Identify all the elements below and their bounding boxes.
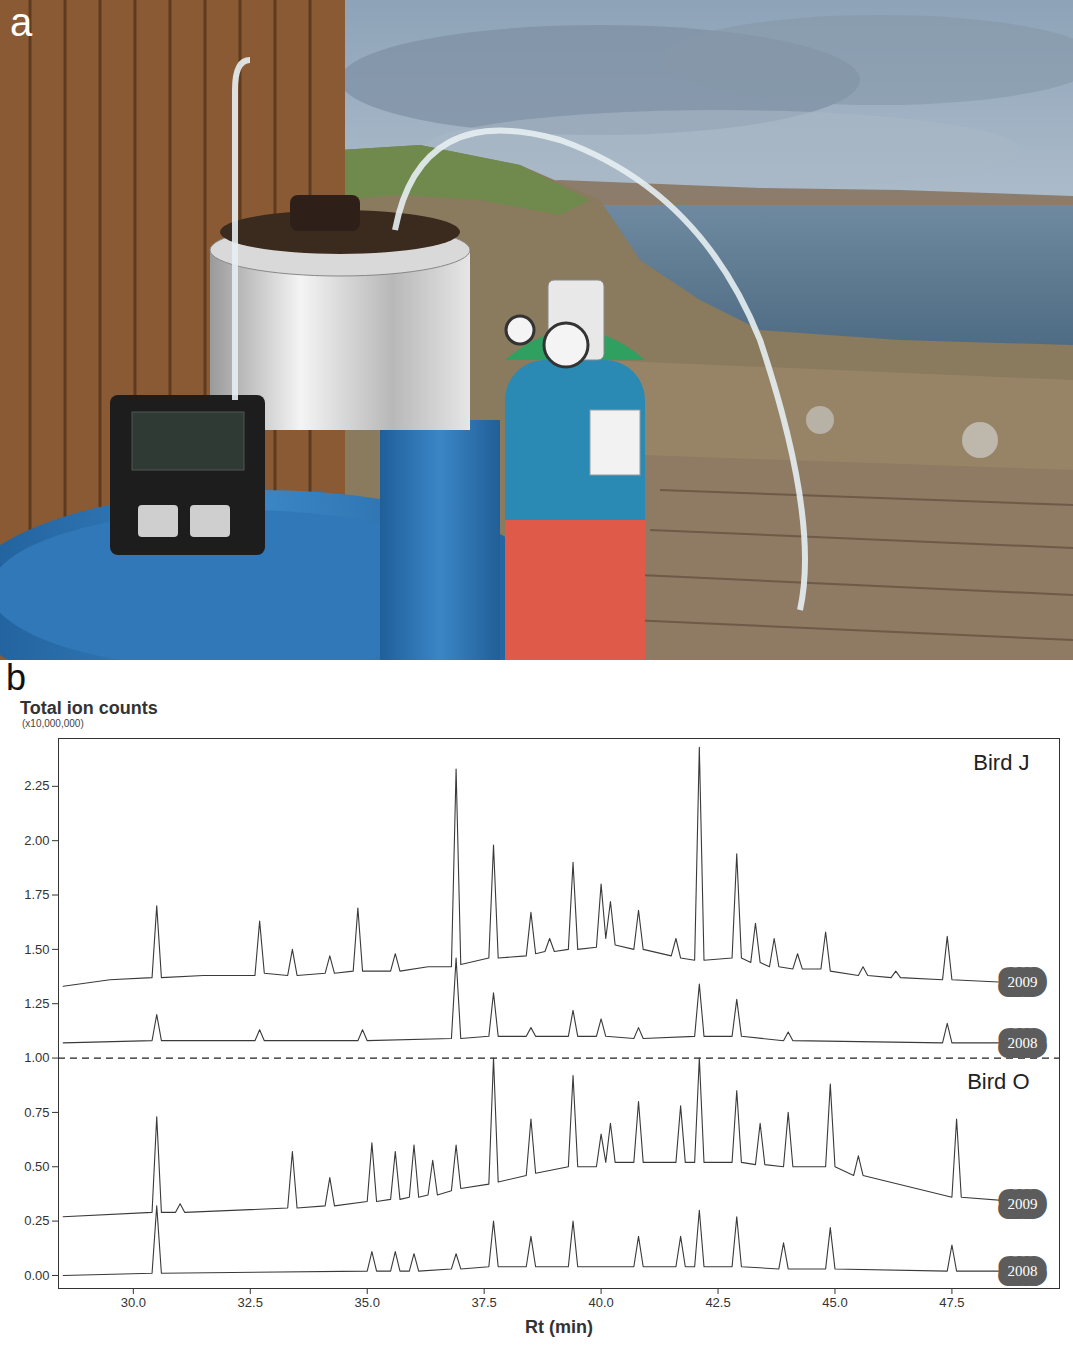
svg-text:2008: 2008 <box>1007 1035 1037 1051</box>
svg-text:42.5: 42.5 <box>705 1295 730 1310</box>
svg-text:1.50: 1.50 <box>24 942 49 957</box>
svg-text:1.75: 1.75 <box>24 887 49 902</box>
html-text:(x10,000,000): (x10,000,000) <box>22 718 84 729</box>
svg-text:2009: 2009 <box>1007 1196 1037 1212</box>
html-text:b: b <box>6 657 26 698</box>
svg-text:1.00: 1.00 <box>24 1050 49 1065</box>
svg-text:35.0: 35.0 <box>355 1295 380 1310</box>
svg-text:32.5: 32.5 <box>238 1295 263 1310</box>
svg-text:0.00: 0.00 <box>24 1268 49 1283</box>
svg-text:47.5: 47.5 <box>939 1295 964 1310</box>
svg-text:2008: 2008 <box>1007 1263 1037 1279</box>
svg-text:a: a <box>10 0 33 44</box>
svg-text:Bird J: Bird J <box>973 750 1029 775</box>
html-text:Total ion counts: Total ion counts <box>20 698 158 718</box>
svg-text:37.5: 37.5 <box>472 1295 497 1310</box>
svg-text:0.25: 0.25 <box>24 1213 49 1228</box>
svg-text:Bird O: Bird O <box>967 1069 1029 1094</box>
svg-text:2009: 2009 <box>1007 974 1037 990</box>
svg-text:0.75: 0.75 <box>24 1105 49 1120</box>
svg-text:2.25: 2.25 <box>24 778 49 793</box>
svg-text:2.00: 2.00 <box>24 833 49 848</box>
svg-text:40.0: 40.0 <box>588 1295 613 1310</box>
svg-text:45.0: 45.0 <box>822 1295 847 1310</box>
svg-text:30.0: 30.0 <box>121 1295 146 1310</box>
svg-text:0.50: 0.50 <box>24 1159 49 1174</box>
svg-text:Rt (min): Rt (min) <box>525 1317 593 1337</box>
svg-text:1.25: 1.25 <box>24 996 49 1011</box>
